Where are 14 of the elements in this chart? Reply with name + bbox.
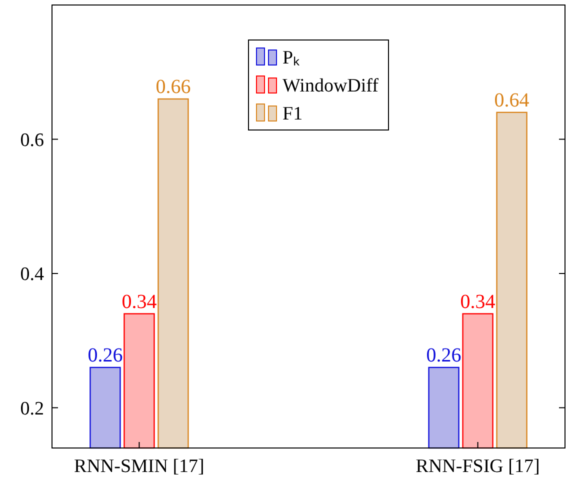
y-tick-label: 0.2 xyxy=(20,398,44,420)
x-tick-label: RNN-FSIG [17] xyxy=(416,456,540,477)
data-label: 0.66 xyxy=(156,76,191,98)
y-tick-label: 0.6 xyxy=(20,130,44,151)
y-tick-label: 0.4 xyxy=(20,264,44,286)
data-label: 0.26 xyxy=(426,344,462,366)
data-label: 0.64 xyxy=(494,89,530,112)
x-tick-label: RNN-SMIN [17] xyxy=(74,456,204,477)
legend-label: WindowDiff xyxy=(282,76,380,97)
data-label: 0.26 xyxy=(88,344,123,366)
legend-label: Pₖ xyxy=(282,48,300,69)
legend-label: F1 xyxy=(282,104,303,125)
data-label: 0.34 xyxy=(122,290,157,313)
data-label: 0.34 xyxy=(460,290,496,313)
